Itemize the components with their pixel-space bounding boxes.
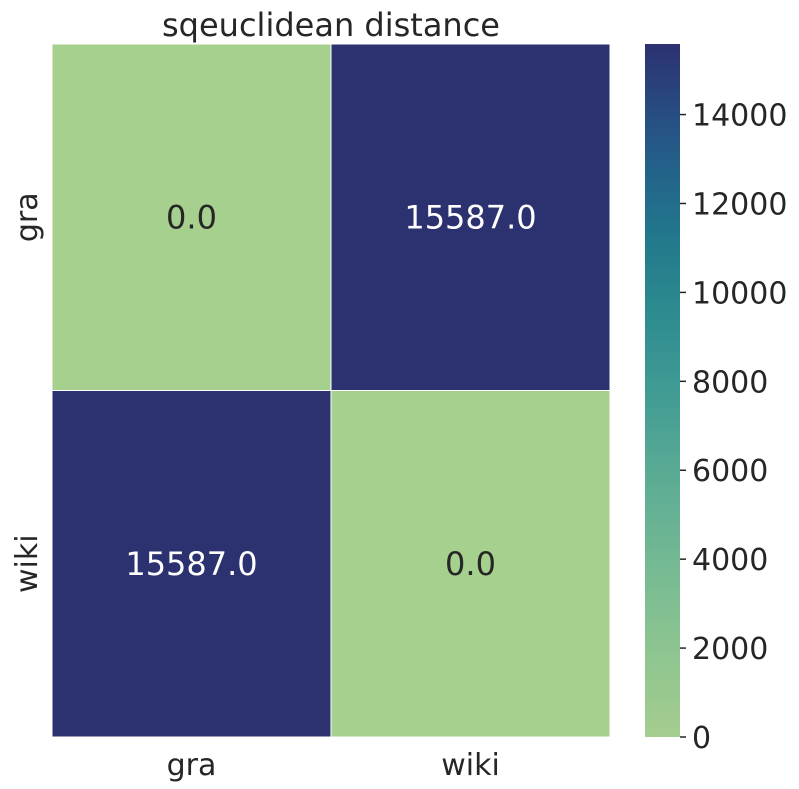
colorbar-tick-label: 14000 [692, 99, 787, 134]
heatmap-cell-gra-wiki [330, 43, 611, 391]
colorbar-tick-label: 10000 [692, 276, 787, 311]
y-axis: gra wiki [10, 192, 45, 593]
heatmap-cell-gra-gra [51, 43, 332, 391]
colorbar [645, 44, 680, 737]
cell-value-label: 0.0 [445, 545, 496, 583]
colorbar-tick-label: 2000 [692, 632, 768, 667]
colorbar-tick-label: 8000 [692, 365, 768, 400]
y-tick-label: wiki [10, 534, 45, 593]
x-tick-label: gra [167, 748, 217, 783]
chart-title: sqeuclidean distance [162, 6, 500, 44]
colorbar-tick-label: 4000 [692, 543, 768, 578]
heatmap-cell-labels: 0.0 15587.0 15587.0 0.0 [125, 198, 536, 583]
heatmap-cell-wiki-wiki [330, 390, 611, 738]
colorbar-tick-label: 12000 [692, 187, 787, 222]
cell-value-label: 15587.0 [125, 545, 257, 583]
colorbar-tick-label: 6000 [692, 454, 768, 489]
y-tick-label: gra [10, 192, 45, 242]
x-axis: gra wiki [167, 748, 500, 783]
heatmap-cells [51, 43, 611, 738]
x-tick-label: wiki [441, 748, 500, 783]
heatmap-cell-wiki-gra [51, 390, 332, 738]
cell-value-label: 0.0 [166, 198, 217, 236]
cell-value-label: 15587.0 [404, 198, 536, 236]
colorbar-tick-label: 0 [692, 721, 711, 756]
colorbar-ticks: 0 2000 4000 6000 8000 10000 12000 14000 [680, 99, 787, 756]
